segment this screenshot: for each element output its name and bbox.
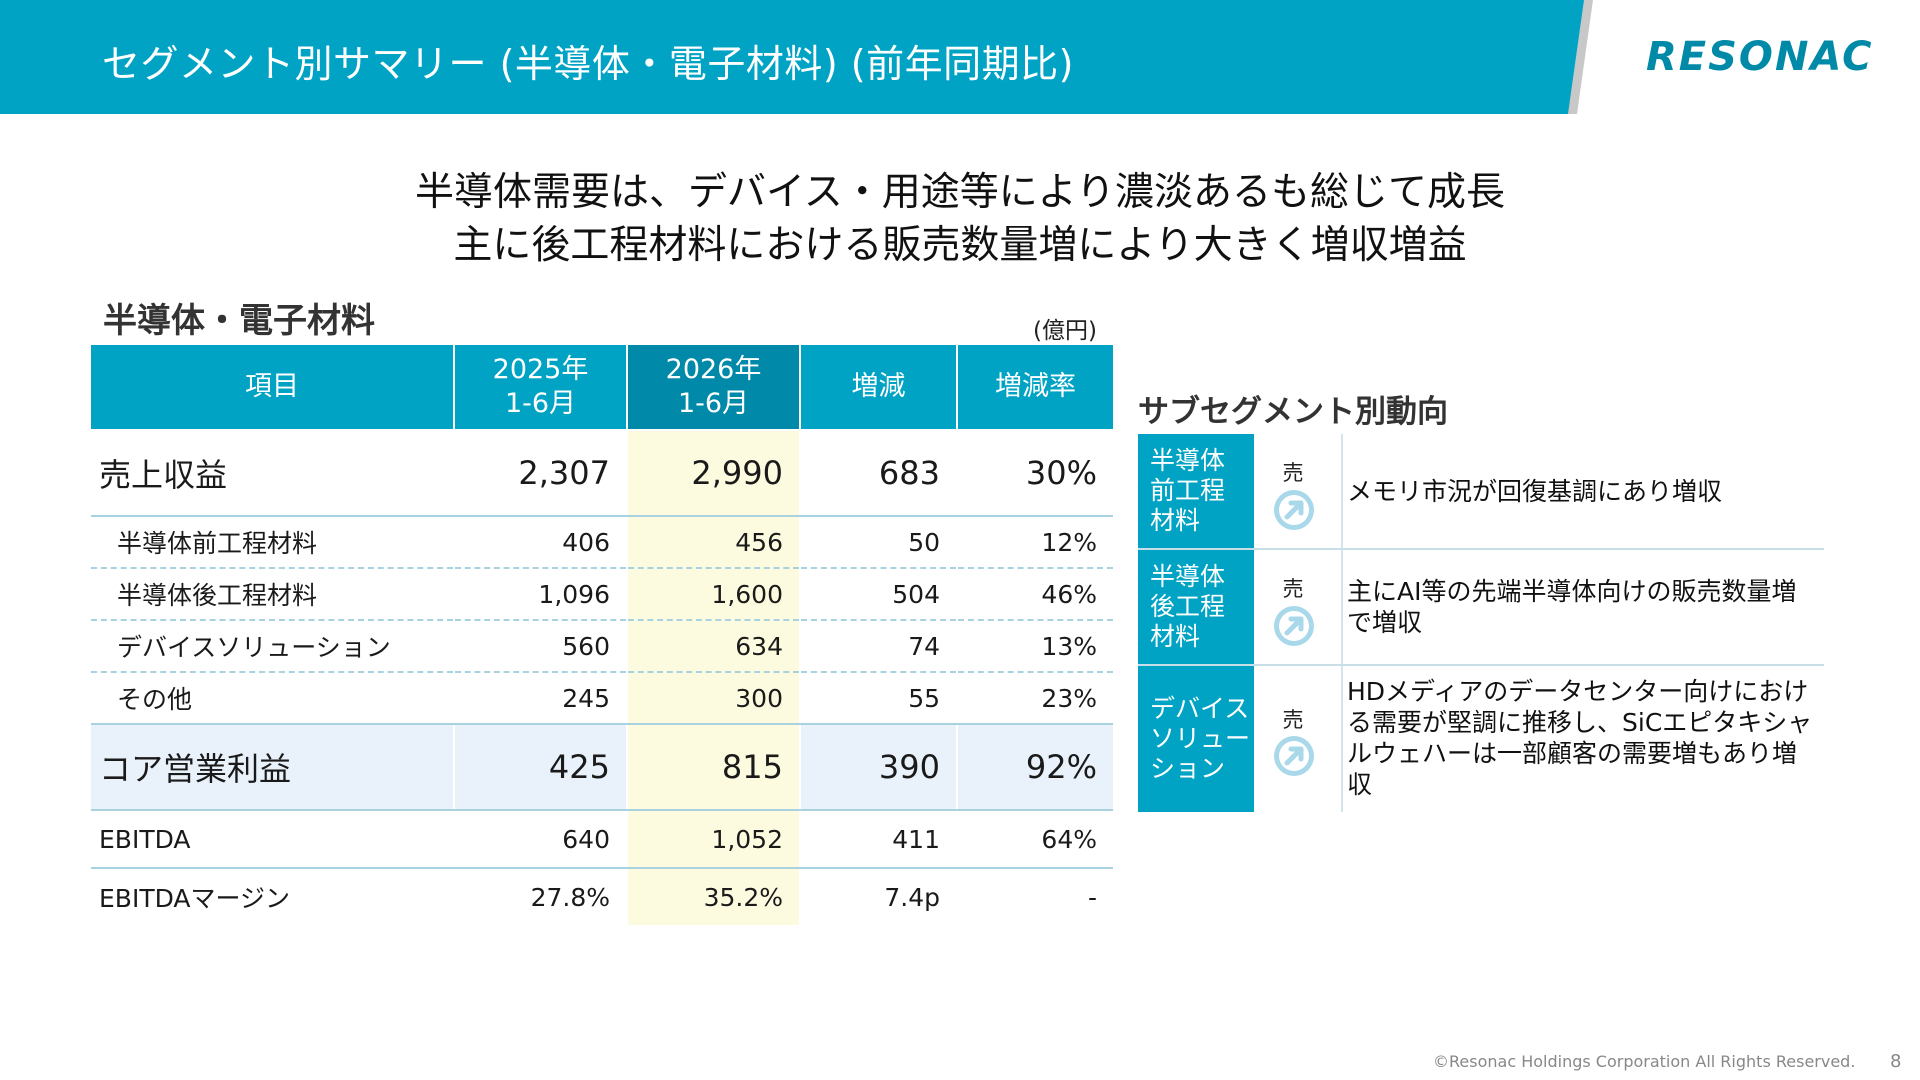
table-row-front-end: 半導体前工程材料 406 456 50 12%: [91, 516, 1113, 569]
table-row-core-operating-income: コア営業利益 425 815 390 92%: [91, 724, 1113, 811]
page-number: 8: [1890, 1051, 1902, 1072]
subsegment-row-back-end: 半導体 後工程 材料 売上 主にAI等の先端半導体向けの販売数量増で増収: [1138, 550, 1824, 666]
row-label: 半導体前工程材料: [91, 516, 454, 569]
subsegment-divider: [1341, 434, 1343, 550]
unit-label: (億円): [1033, 318, 1097, 344]
row-label: EBITDA: [91, 810, 454, 869]
value-rate: 13%: [956, 620, 1113, 673]
value-2025: 640: [453, 810, 627, 869]
subsegment-label-line: 材料: [1150, 506, 1201, 535]
copyright-footer: ©Resonac Holdings Corporation All Rights…: [1433, 1052, 1856, 1071]
section-title: 半導体・電子材料: [103, 301, 375, 341]
subsegment-title: サブセグメント別動向: [1138, 394, 1448, 430]
row-label: デバイスソリューション: [91, 620, 454, 673]
subsegment-divider: [1341, 550, 1343, 666]
value-rate: 92%: [956, 724, 1113, 811]
arrow-up-right-icon: [1274, 736, 1314, 776]
value-change: 74: [799, 620, 957, 673]
value-2026: 300: [626, 672, 800, 725]
subsegment-separator: [1138, 664, 1824, 666]
value-2025: 425: [453, 724, 627, 811]
value-rate: 12%: [956, 516, 1113, 569]
value-2025: 560: [453, 620, 627, 673]
header-rate: 増減率: [956, 345, 1113, 430]
value-2026: 1,052: [626, 810, 800, 869]
value-rate: 64%: [956, 810, 1113, 869]
subsegment-label: デバイス ソリュー ション: [1138, 666, 1254, 812]
table-row-device-solutions: デバイスソリューション 560 634 74 13%: [91, 620, 1113, 673]
headline-line-1: 半導体需要は、デバイス・用途等により濃淡あるも総じて成長: [414, 170, 1506, 215]
value-2025: 245: [453, 672, 627, 725]
headline-line-2: 主に後工程材料における販売数量増により大きく増収増益: [453, 223, 1467, 268]
value-2026: 456: [626, 516, 800, 569]
table-row-sales: 売上収益 2,307 2,990 683 30%: [91, 429, 1113, 517]
subsegment-description: HDメディアのデータセンター向けにおける需要が堅調に推移し、SiCエピタキシャル…: [1347, 677, 1813, 799]
header-2026-period: 1-6月: [677, 388, 750, 419]
value-change: 390: [799, 724, 957, 811]
subsegment-label-line: 半導体: [1150, 446, 1226, 475]
table-row-back-end: 半導体後工程材料 1,096 1,600 504 46%: [91, 568, 1113, 621]
arrow-up-right-icon: [1274, 490, 1314, 530]
row-label: その他: [91, 672, 454, 725]
subsegment-label-line: 前工程: [1150, 476, 1226, 505]
subsegment-label-line: 半導体: [1150, 562, 1226, 591]
value-2026: 815: [626, 724, 800, 811]
header-item: 項目: [91, 345, 454, 430]
value-change: 55: [799, 672, 957, 725]
subsegment-label-line: 材料: [1150, 622, 1201, 651]
table-row-ebitda-margin: EBITDAマージン 27.8% 35.2% 7.4p -: [91, 868, 1113, 925]
table-header-row: 項目 2025年 1-6月 2026年 1-6月 増減 増減率: [91, 345, 1113, 430]
value-2026: 1,600: [626, 568, 800, 621]
value-2026: 634: [626, 620, 800, 673]
value-rate: 23%: [956, 672, 1113, 725]
value-change: 50: [799, 516, 957, 569]
company-logo: RESONAC: [1646, 34, 1874, 80]
subsegment-label-line: ション: [1150, 754, 1226, 783]
arrow-up-right-icon: [1274, 606, 1314, 646]
value-rate: -: [956, 868, 1113, 925]
subsegment-row-device-solutions: デバイス ソリュー ション 売上 HDメディアのデータセンター向けにおける需要が…: [1138, 666, 1824, 812]
value-2025: 27.8%: [453, 868, 627, 925]
value-change: 504: [799, 568, 957, 621]
value-rate: 46%: [956, 568, 1113, 621]
header-2026: 2026年 1-6月: [626, 345, 800, 430]
value-2026: 35.2%: [626, 868, 800, 925]
value-rate: 30%: [956, 429, 1113, 517]
header-2025-period: 1-6月: [504, 388, 577, 419]
subsegment-description: メモリ市況が回復基調にあり増収: [1347, 477, 1723, 506]
table-row-other: その他 245 300 55 23%: [91, 672, 1113, 725]
subsegment-label: 半導体 前工程 材料: [1138, 434, 1254, 550]
header-2026-year: 2026年: [665, 354, 762, 385]
value-2025: 2,307: [453, 429, 627, 517]
table-row-ebitda: EBITDA 640 1,052 411 64%: [91, 810, 1113, 869]
header-2025-year: 2025年: [492, 354, 589, 385]
value-change: 683: [799, 429, 957, 517]
value-2025: 406: [453, 516, 627, 569]
subsegment-divider: [1341, 666, 1343, 812]
subsegment-row-front-end: 半導体 前工程 材料 売上 メモリ市況が回復基調にあり増収: [1138, 434, 1824, 550]
subsegment-description: 主にAI等の先端半導体向けの販売数量増で増収: [1347, 577, 1797, 637]
row-label: コア営業利益: [91, 724, 454, 811]
row-label: 売上収益: [91, 429, 454, 517]
value-2026: 2,990: [626, 429, 800, 517]
value-change: 7.4p: [799, 868, 957, 925]
value-change: 411: [799, 810, 957, 869]
summary-table: 項目 2025年 1-6月 2026年 1-6月 増減 増減率 売上収益 2,3…: [91, 345, 1113, 925]
header-2025: 2025年 1-6月: [453, 345, 627, 430]
page-title: セグメント別サマリー (半導体・電子材料) (前年同期比): [102, 42, 1074, 86]
subsegment-label-line: 後工程: [1150, 592, 1226, 621]
subsegment-label-line: ソリュー: [1150, 724, 1251, 753]
subsegment-separator: [1138, 548, 1824, 550]
row-label: EBITDAマージン: [99, 884, 291, 913]
header-band: [0, 0, 1920, 114]
subsegment-label: 半導体 後工程 材料: [1138, 550, 1254, 666]
subsegment-label-line: デバイス: [1150, 694, 1250, 723]
header-change: 増減: [799, 345, 957, 430]
row-label: 半導体後工程材料: [91, 568, 454, 621]
value-2025: 1,096: [453, 568, 627, 621]
